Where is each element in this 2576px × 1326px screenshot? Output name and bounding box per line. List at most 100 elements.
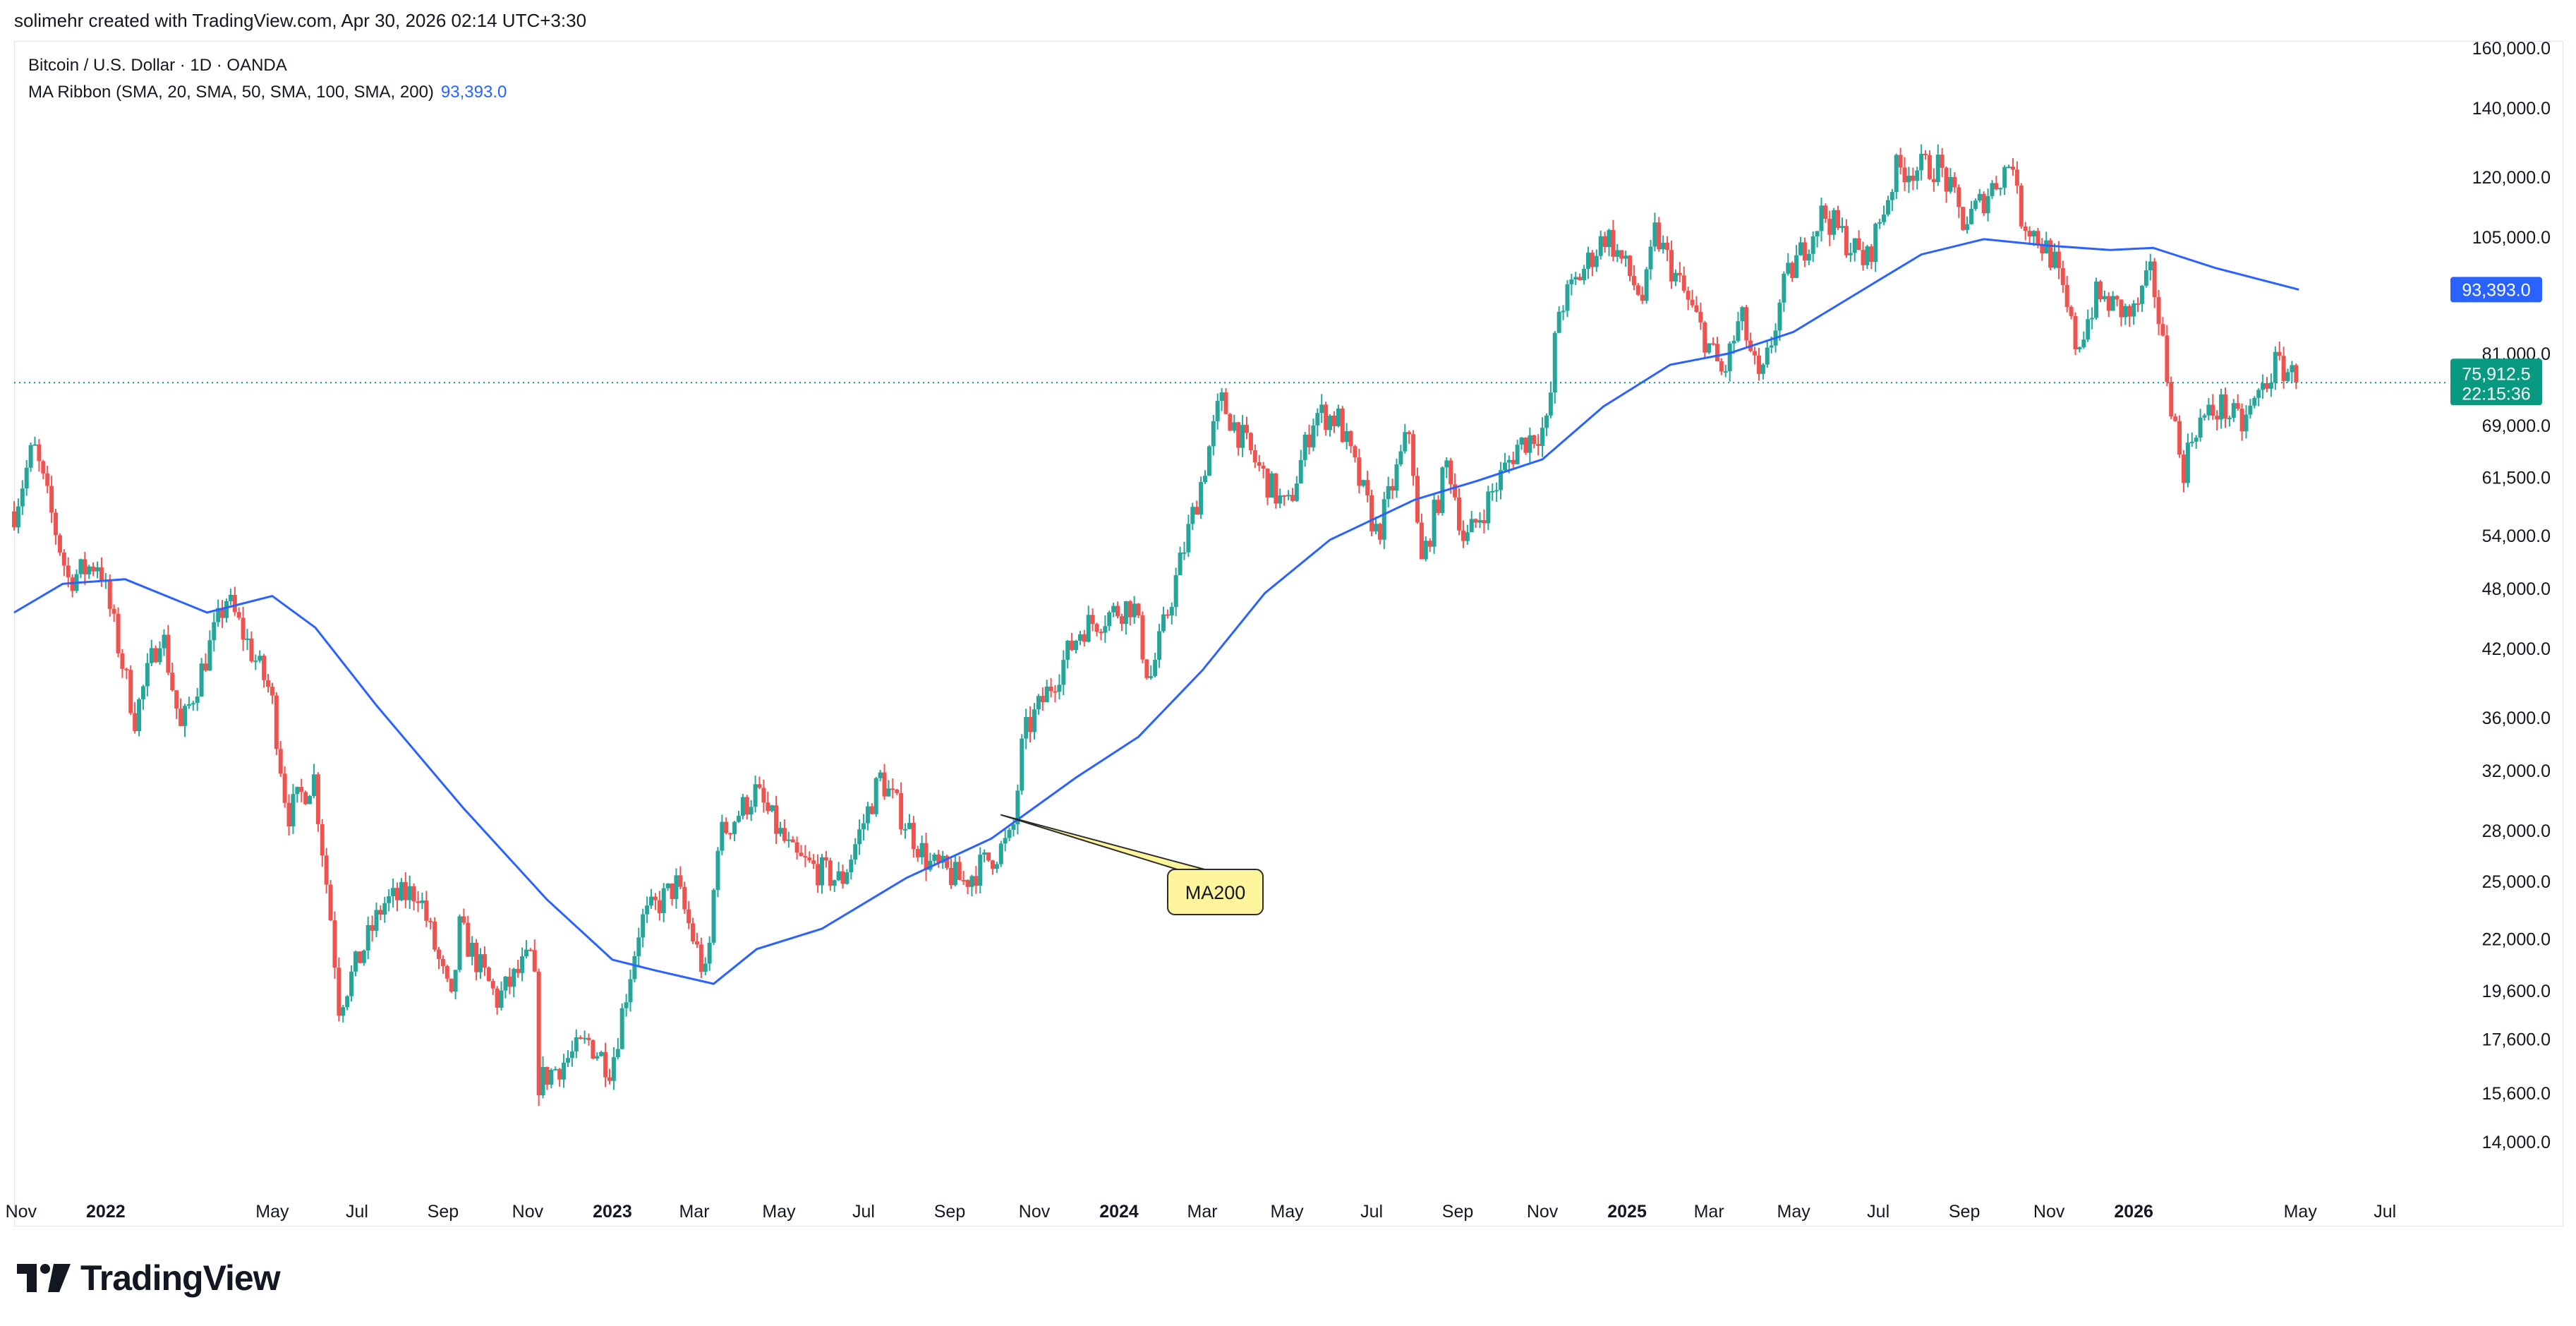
candle [474,939,479,981]
ma200-line[interactable] [13,238,2299,985]
candle [2273,346,2278,390]
candle [1003,829,1008,852]
candle [503,976,508,999]
candle [2143,260,2148,288]
candle [1578,273,1583,281]
candle [387,889,392,912]
candle [1111,603,1116,617]
candle [924,833,929,881]
x-tick-label: Mar [1694,1202,1724,1222]
y-tick-label: 42,000.0 [2482,639,2551,659]
candle [91,562,96,577]
candle [2206,398,2211,421]
candle [182,704,187,737]
candle [840,864,845,889]
candle [761,779,766,813]
candle [2239,403,2244,441]
candle [545,1066,550,1090]
candle [1074,639,1079,654]
candle [869,803,874,815]
ma-value-badge: 93,393.0 [2450,277,2542,303]
candle [707,936,712,971]
candle [2086,309,2091,342]
candle [295,786,300,803]
candle [315,772,320,832]
candle [220,600,225,628]
candle [941,850,945,869]
candle [416,891,421,912]
candle [1252,444,1257,469]
candle [1582,265,1587,285]
candle [174,690,179,719]
candle [54,509,59,545]
candle [1798,236,1803,256]
candle [1840,217,1845,233]
candle [1519,437,1524,450]
candle [478,948,483,980]
candle [2110,291,2115,311]
tradingview-logo[interactable]: TradingView [17,1258,281,1298]
candle [1973,198,1978,211]
candle [574,1029,579,1059]
candle [203,653,208,673]
candle [1324,402,1329,436]
candle [703,957,708,976]
candle [861,814,866,841]
y-tick-label: 160,000.0 [2472,39,2551,59]
candle [1407,430,1412,444]
candle [728,832,733,840]
candle [1873,222,1878,272]
candle [1248,432,1253,454]
candle [1328,414,1333,437]
candle [1398,445,1403,466]
candle [1044,680,1049,703]
candle [744,795,749,820]
candle [1245,416,1250,440]
candle [653,893,658,910]
candle [1931,168,1936,192]
candle [2215,410,2220,430]
candle [120,649,125,678]
candle [133,701,138,734]
candle [278,740,283,777]
candle [1652,212,1657,252]
candle [1036,694,1041,715]
candle [1340,406,1345,443]
ma200-callout[interactable]: MA200 [1000,814,1264,915]
candle [1020,734,1024,795]
candle [1411,430,1416,486]
candle [1715,337,1719,362]
candle [1199,476,1204,519]
candle [565,1050,570,1068]
candle [1153,652,1158,678]
candle [1786,253,1791,276]
candle [1344,423,1349,450]
symbol-title[interactable]: Bitcoin / U.S. Dollar · 1D · OANDA [28,56,287,75]
candle [374,902,379,938]
candle [1998,187,2003,196]
candle [699,937,703,978]
candle [1090,608,1095,632]
candle [2119,299,2124,327]
candle [16,498,20,534]
candle [107,574,112,617]
candle [766,791,770,814]
candle [2290,361,2294,382]
candle [341,1004,346,1023]
candle [1457,488,1462,536]
candle [569,1040,574,1067]
candle [137,697,142,737]
chart-pane[interactable] [14,41,2563,1226]
candle [595,1052,600,1061]
candle [886,780,891,797]
candle [1394,458,1399,498]
indicator-row[interactable]: MA Ribbon (SMA, 20, SMA, 50, SMA, 100, S… [28,79,507,106]
candle [212,613,217,652]
svg-text:22:15:36: 22:15:36 [2462,384,2530,404]
candle [116,607,121,658]
candle [1690,289,1695,308]
candle [1119,613,1124,632]
x-tick-label: Sep [1949,1202,1980,1222]
candle [2115,295,2120,307]
